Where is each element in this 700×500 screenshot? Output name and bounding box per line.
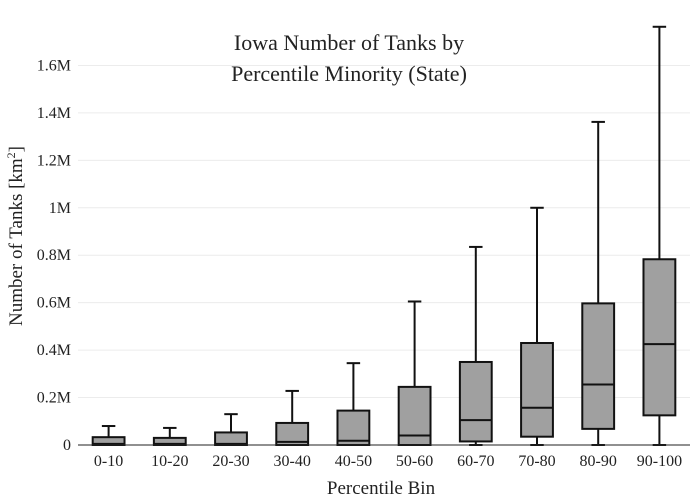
box-plot-item-80-90 <box>581 120 616 446</box>
box-plot-item-20-30 <box>214 413 248 446</box>
y-tick-label: 0.4M <box>37 342 71 359</box>
y-axis-title-close: ] <box>6 146 27 152</box>
y-tick-label: 1.4M <box>37 105 71 122</box>
iqr-box <box>336 409 371 447</box>
iqr-box <box>458 360 493 443</box>
x-tick-label: 70-80 <box>518 453 555 470</box>
y-axis-title: Number of Tanks [km2] <box>4 146 27 326</box>
box-plot-item-30-40 <box>275 389 310 446</box>
gridlines <box>78 64 690 399</box>
box-plot-item-0-10 <box>91 425 126 446</box>
y-axis-title-main: Number of Tanks [km <box>6 158 27 326</box>
x-tick-label: 90-100 <box>637 453 682 470</box>
iqr-box <box>642 258 677 417</box>
y-tick-label: 0.6M <box>37 295 71 312</box>
x-tick-label: 50-60 <box>396 453 433 470</box>
x-tick-label: 40-50 <box>335 453 372 470</box>
x-tick-label: 80-90 <box>580 453 617 470</box>
y-tick-label: 0 <box>63 437 71 454</box>
chart-title-line-1: Iowa Number of Tanks by <box>234 30 464 55</box>
x-tick-label: 60-70 <box>457 453 494 470</box>
x-tick-label: 10-20 <box>151 453 188 470</box>
x-tick-label: 30-40 <box>274 453 311 470</box>
x-tick-labels: 0-10 10-20 20-30 30-40 40-50 50-60 60-70 70-80 8… <box>94 453 682 470</box>
iqr-box <box>520 341 554 438</box>
box-plot-item-10-20 <box>152 426 187 446</box>
y-tick-label: 1.6M <box>37 57 71 74</box>
x-tick-label: 0-10 <box>94 453 123 470</box>
box-plot-item-40-50 <box>336 362 371 447</box>
boxes <box>91 25 677 447</box>
x-tick-label: 20-30 <box>212 453 249 470</box>
x-axis-title: Percentile Bin <box>327 478 436 499</box>
chart-title-line-2: Percentile Minority (State) <box>231 61 467 86</box>
y-tick-label: 0.2M <box>37 390 71 407</box>
y-tick-label: 0.8M <box>37 247 71 264</box>
box-plot-item-70-80 <box>520 206 554 446</box>
box-plot-item-60-70 <box>458 245 493 446</box>
iqr-box <box>581 302 616 430</box>
y-tick-label: 1M <box>49 200 71 217</box>
y-axis-title-superscript: 2 <box>4 152 18 158</box>
y-tick-label: 1.2M <box>37 152 71 169</box>
box-plot-item-50-60 <box>397 300 432 446</box>
box-plot-item-90-100 <box>642 25 677 446</box>
y-tick-labels: 0 0.2M 0.4M 0.6M 0.8M 1M 1.2M 1.4M 1.6M <box>37 57 71 454</box>
